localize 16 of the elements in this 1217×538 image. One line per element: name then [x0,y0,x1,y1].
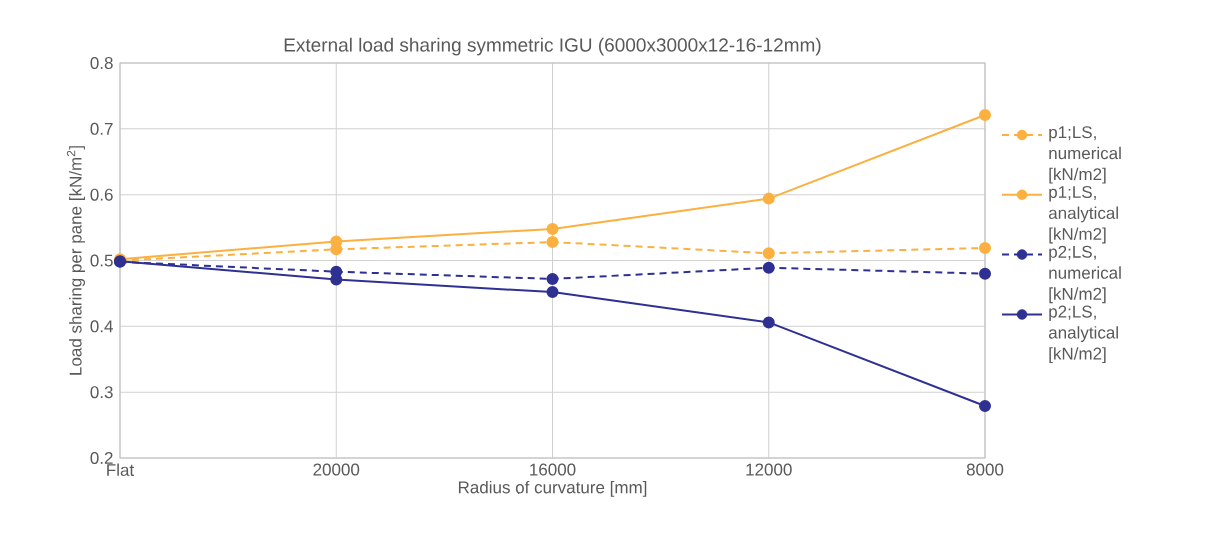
legend-label: p2;LS, analytical [kN/m2] [1048,305,1118,363]
y-tick-label: 0.4 [90,320,113,333]
y-tick-label: 0.2 [90,451,113,465]
x-tick-label: 20000 [313,463,360,476]
y-tick-label: 0.5 [90,254,113,267]
x-tick-label: 12000 [746,463,792,476]
y-tick-label: 0.6 [90,188,113,201]
chart-title: External load sharing symmetric IGU (6000x3000x12-16-12mm) [284,37,821,56]
x-axis-title: Radius of curvature [mm] [458,480,647,497]
y-tick-label: 0.3 [90,386,113,399]
x-tick-label: 8000 [966,463,1004,476]
x-tick-label: 16000 [530,463,576,476]
y-tick-label: 0.7 [90,122,113,135]
y-axis-title: Load sharing per pane [kN/m$^{2}$] [66,146,85,375]
x-tick-label: Flat [107,463,135,477]
y-tick-label: 0.8 [90,56,113,70]
